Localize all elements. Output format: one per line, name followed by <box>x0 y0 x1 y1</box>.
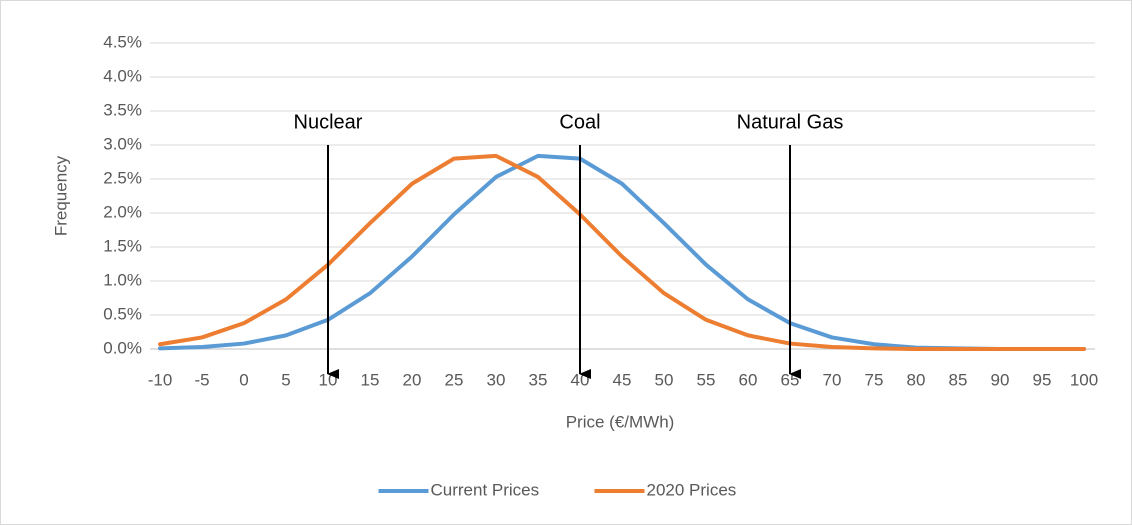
annotation-label: Nuclear <box>294 111 363 133</box>
y-tick-label: 1.5% <box>103 236 142 255</box>
x-tick-label: 80 <box>907 370 926 389</box>
x-tick-label: 75 <box>865 370 884 389</box>
annotation-label: Coal <box>559 111 600 133</box>
x-tick-label: 20 <box>403 370 422 389</box>
x-tick-label: 95 <box>1033 370 1052 389</box>
y-tick-label: 2.0% <box>103 202 142 221</box>
x-tick-label: 60 <box>739 370 758 389</box>
y-tick-label: 3.0% <box>103 134 142 153</box>
y-tick-label: 2.5% <box>103 168 142 187</box>
x-tick-label: 70 <box>823 370 842 389</box>
x-tick-label: -10 <box>148 370 173 389</box>
x-tick-label: 30 <box>487 370 506 389</box>
annotation-label: Natural Gas <box>737 111 844 133</box>
x-tick-label: 15 <box>361 370 380 389</box>
x-tick-label: 0 <box>239 370 248 389</box>
x-axis-title: Price (€/MWh) <box>566 412 675 431</box>
x-tick-label: 25 <box>445 370 464 389</box>
legend-label: Current Prices <box>431 480 540 499</box>
line-series <box>158 153 1086 351</box>
y-tick-label: 4.0% <box>103 66 142 85</box>
x-tick-label: 35 <box>529 370 548 389</box>
y-tick-label: 1.0% <box>103 270 142 289</box>
x-tick-label: 45 <box>613 370 632 389</box>
x-tick-label: -5 <box>194 370 209 389</box>
y-tick-label: 3.5% <box>103 100 142 119</box>
x-tick-label: 50 <box>655 370 674 389</box>
x-tick-label: 55 <box>697 370 716 389</box>
y-tick-label: 4.5% <box>103 32 142 51</box>
y-axis-title: Frequency <box>51 155 70 236</box>
x-tick-label: 90 <box>991 370 1010 389</box>
x-tick-label: 85 <box>949 370 968 389</box>
y-tick-label: 0.0% <box>103 338 142 357</box>
x-tick-label: 5 <box>281 370 290 389</box>
y-tick-label: 0.5% <box>103 304 142 323</box>
legend-label: 2020 Prices <box>647 480 737 499</box>
x-tick-label: 100 <box>1070 370 1098 389</box>
